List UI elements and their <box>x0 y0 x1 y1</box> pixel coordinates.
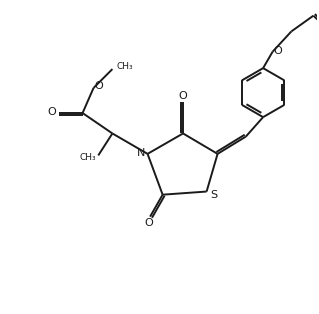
Text: S: S <box>210 190 217 200</box>
Text: O: O <box>94 81 103 91</box>
Text: CH₃: CH₃ <box>80 154 97 162</box>
Text: O: O <box>144 218 153 228</box>
Text: N: N <box>137 148 145 158</box>
Text: O: O <box>48 107 56 117</box>
Text: O: O <box>179 91 188 101</box>
Text: CH₃: CH₃ <box>116 62 133 71</box>
Text: O: O <box>273 46 282 56</box>
